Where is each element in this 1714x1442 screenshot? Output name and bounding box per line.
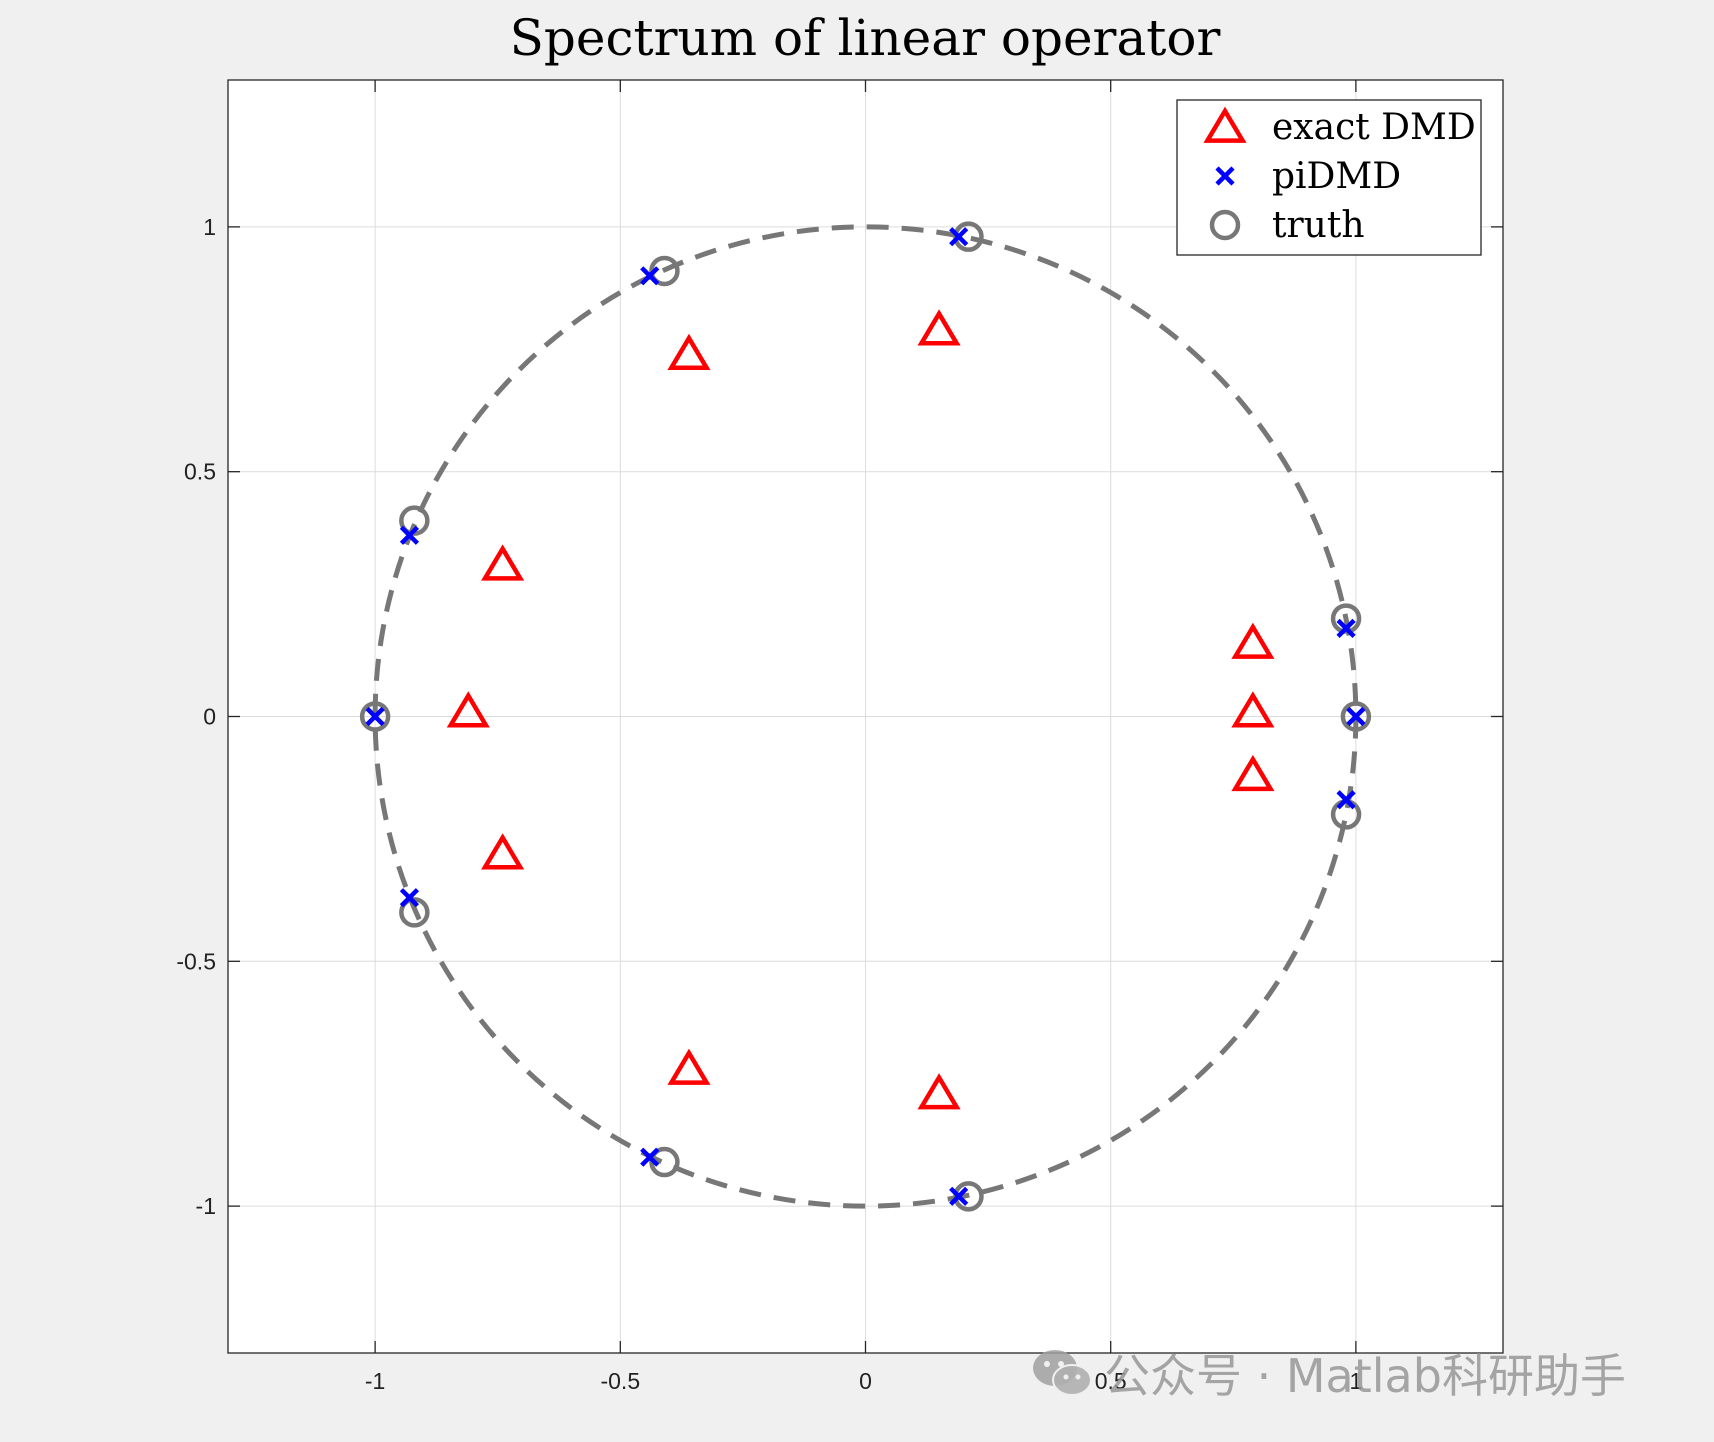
legend-marker bbox=[1215, 166, 1235, 186]
y-tick-label: 1 bbox=[203, 214, 216, 240]
x-tick-label: -1 bbox=[365, 1368, 385, 1394]
legend-marker bbox=[1203, 106, 1247, 143]
series-pidmd bbox=[365, 227, 1366, 1206]
ticks bbox=[228, 80, 1503, 1353]
data-point bbox=[667, 1048, 711, 1085]
data-point bbox=[365, 706, 385, 727]
series-exact-dmd bbox=[446, 309, 1275, 1110]
series-truth bbox=[359, 221, 1372, 1212]
data-marks bbox=[359, 221, 1372, 1212]
data-point bbox=[399, 525, 420, 545]
data-point bbox=[640, 266, 660, 286]
legend-label: exact DMD bbox=[1272, 107, 1476, 148]
legend-marker bbox=[1209, 209, 1241, 241]
data-point bbox=[399, 505, 430, 536]
data-point bbox=[481, 544, 525, 581]
data-point bbox=[949, 227, 969, 247]
chart-title: Spectrum of linear operator bbox=[510, 9, 1221, 67]
data-point bbox=[359, 701, 391, 732]
data-point bbox=[917, 1073, 961, 1110]
legend-label: truth bbox=[1272, 205, 1365, 246]
legend: exact DMD piDMD truth bbox=[1176, 99, 1482, 256]
data-point bbox=[649, 255, 680, 287]
data-point bbox=[1346, 706, 1366, 727]
y-tick-label: -0.5 bbox=[176, 948, 216, 974]
data-point bbox=[1336, 618, 1356, 638]
data-point bbox=[399, 888, 420, 908]
data-point bbox=[399, 897, 430, 928]
y-tick-label: 0 bbox=[203, 704, 216, 730]
data-point bbox=[1336, 790, 1356, 810]
y-tick-label: -1 bbox=[196, 1193, 216, 1219]
data-point bbox=[481, 833, 525, 870]
y-tick-label: 0.5 bbox=[184, 459, 216, 485]
watermark-text: 公众号 · Matlab科研助手 bbox=[1104, 1349, 1626, 1403]
legend-label: piDMD bbox=[1272, 156, 1401, 197]
data-point bbox=[446, 691, 490, 728]
data-point bbox=[917, 309, 961, 346]
data-point bbox=[1330, 603, 1362, 634]
y-tick-labels: -1 -0.5 0 0.5 1 bbox=[176, 214, 216, 1219]
wechat-icon bbox=[1033, 1350, 1092, 1396]
data-point bbox=[953, 1181, 984, 1212]
data-point bbox=[640, 1147, 660, 1167]
data-point bbox=[953, 221, 984, 252]
x-tick-label: 0.5 bbox=[1095, 1368, 1127, 1394]
data-point bbox=[1231, 754, 1275, 792]
data-point bbox=[667, 333, 711, 371]
x-tick-labels: -1 -0.5 0 0.5 1 bbox=[365, 1368, 1362, 1394]
x-tick-label: -0.5 bbox=[600, 1368, 640, 1394]
x-tick-label: 0 bbox=[859, 1368, 872, 1394]
data-point bbox=[1340, 701, 1372, 732]
axes-border bbox=[227, 79, 1504, 1354]
watermark: 公众号 · Matlab科研助手 bbox=[1030, 1340, 1626, 1406]
x-tick-label: 1 bbox=[1349, 1368, 1362, 1394]
data-point bbox=[1231, 691, 1275, 728]
data-point bbox=[949, 1186, 969, 1206]
data-point bbox=[1231, 622, 1275, 659]
data-point bbox=[649, 1146, 680, 1178]
